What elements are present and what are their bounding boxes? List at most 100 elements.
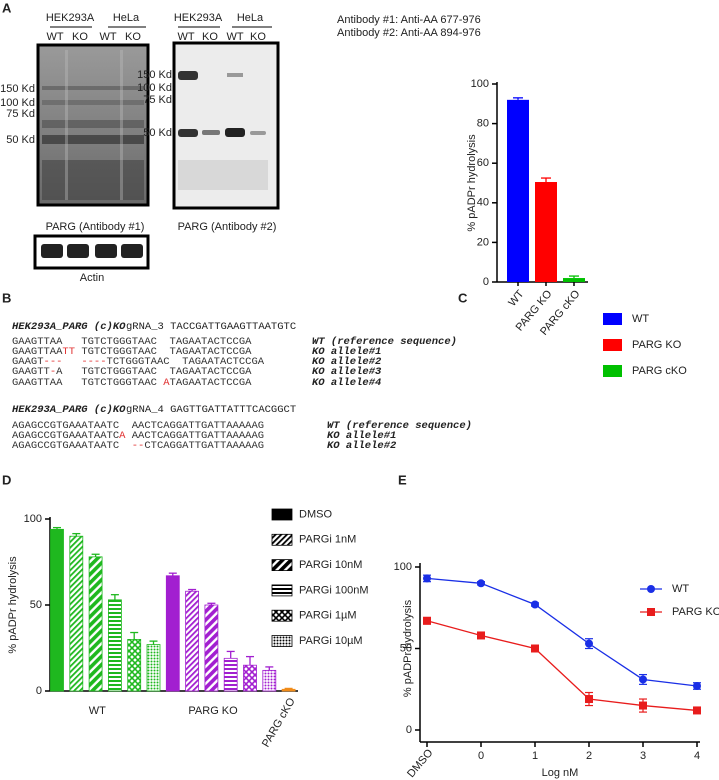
point: [693, 681, 701, 690]
mutation: A: [119, 430, 126, 442]
cell-line: HEK293A: [46, 12, 95, 24]
size-marker: 100 Kd: [0, 97, 35, 109]
legend-swatch: [603, 339, 622, 351]
x-tick-label: PARG cKO: [260, 696, 298, 750]
series-line: [426, 620, 698, 712]
legend-label: WT: [672, 583, 689, 595]
point: [585, 695, 593, 704]
guide-sequence: gRNA_3 TACCGATTGAAGTTAATGTC: [126, 321, 296, 333]
sequence: CTCAGGATTGATTAAAAAG: [144, 440, 264, 452]
bar: [243, 664, 257, 692]
point: [531, 600, 539, 609]
bar: [50, 528, 64, 692]
point: [477, 631, 485, 640]
allele-label: WT (reference sequence): [312, 336, 457, 348]
sample-name: HEK293A_PARG (c)KO: [12, 321, 126, 333]
allele-label: KO allele#1: [327, 430, 396, 442]
actin-caption: Actin: [80, 272, 104, 284]
y-tick-label: 0: [36, 685, 42, 697]
sequence: TCTGGGTAAC TAGAATACTCCGA: [107, 356, 265, 368]
bar: [69, 535, 84, 692]
allele-label: KO allele#2: [327, 440, 397, 452]
legend-label: PARGi 1µM: [299, 610, 356, 622]
y-tick-label: 100: [471, 78, 489, 90]
mutation: --: [132, 440, 145, 452]
panel-label: C: [458, 290, 468, 305]
x-tick-label: 2: [586, 750, 592, 762]
bar: [507, 99, 529, 282]
sequence-row: AGAGCCGTGAAATAATC --CTCAGGATTGATTAAAAAG: [12, 440, 264, 452]
legend-label: WT: [632, 313, 649, 325]
point: [585, 639, 593, 648]
bar: [563, 278, 585, 282]
sequence: AGAGCCGTGAAATAATC AACTCAGGATTGATTAAAAAG: [12, 420, 264, 432]
antibody-note: Antibody #2: Anti-AA 894-976: [337, 27, 481, 39]
legend-label: PARG KO: [632, 339, 682, 351]
point: [531, 644, 539, 653]
allele-label: KO allele#2: [312, 356, 382, 368]
bar: [262, 669, 277, 692]
legend-label: PARGi 10nM: [299, 559, 362, 571]
sequence: GAAGT: [12, 356, 44, 368]
lane-label: WT: [177, 31, 194, 43]
legend-swatch: [271, 609, 293, 622]
mutation: ---: [44, 356, 63, 368]
legend-swatch: [603, 365, 622, 377]
legend-label: DMSO: [299, 508, 332, 520]
sequence: AGAGCCGTGAAATAATC: [12, 440, 132, 452]
lane-label: KO: [250, 31, 266, 43]
y-tick-label: 50: [400, 642, 412, 654]
y-tick-label: 0: [483, 276, 489, 288]
allele-label: KO allele#4: [312, 377, 381, 389]
size-marker: 150 Kd: [137, 69, 172, 81]
size-marker: 50 Kd: [143, 127, 172, 139]
point: [423, 616, 431, 625]
sequence: GAAGTTAA TGTCTGGGTAAC TAGAATACTCCGA: [12, 336, 252, 348]
sequence-row: AGAGCCGTGAAATAATCA AACTCAGGATTGATTAAAAAG: [12, 430, 264, 442]
sequence-row: GAAGTTAA TGTCTGGGTAAC TAGAATACTCCGA: [12, 336, 252, 348]
mutation: A: [163, 377, 170, 389]
panel-label: E: [398, 472, 407, 487]
sequence: A TGTCTGGGTAAC TAGAATACTCCGA: [56, 366, 252, 378]
sequence: TAGAATACTCCGA: [170, 377, 253, 389]
y-tick-label: 0: [406, 724, 412, 736]
legend-swatch: [603, 313, 622, 325]
lane-label: WT: [46, 31, 63, 43]
legend-marker: [647, 608, 655, 616]
x-tick-label: 3: [640, 750, 646, 762]
point: [477, 579, 485, 588]
y-tick-label: 50: [30, 599, 42, 611]
sequence: TGTCTGGGTAAC TAGAATACTCCGA: [75, 346, 252, 358]
x-axis-label: Log nM: [542, 767, 579, 779]
x-tick-label: 0: [478, 750, 484, 762]
legend-label: PARG cKO: [632, 365, 687, 377]
x-tick-label: WT: [506, 288, 526, 309]
y-axis-label: % pADPr hydrolysis: [402, 599, 414, 697]
panel-label: A: [2, 0, 12, 15]
legend-marker: [647, 585, 655, 593]
sequence: GAAGTT: [12, 366, 50, 378]
legend-swatch: [271, 635, 293, 647]
sequence-row: GAAGT--- ----TCTGGGTAAC TAGAATACTCCGA: [12, 356, 265, 368]
point: [423, 574, 431, 583]
sequence: AACTCAGGATTGATTAAAAAG: [125, 430, 264, 442]
sequence: GAAGTTAA TGTCTGGGTAAC: [12, 377, 163, 389]
sequence-row: GAAGTTAATT TGTCTGGGTAAC TAGAATACTCCGA: [12, 346, 252, 358]
legend-label: PARG KO: [672, 606, 719, 618]
point: [693, 706, 701, 715]
y-tick-label: 40: [477, 197, 489, 209]
bar: [88, 556, 103, 692]
mutation: ----: [81, 356, 106, 368]
y-tick-label: 20: [477, 236, 489, 248]
cell-line: HEK293A: [174, 12, 223, 24]
bar: [185, 590, 200, 692]
sample-name: HEK293A_PARG (c)KO: [12, 404, 126, 416]
size-marker: 75 Kd: [143, 94, 172, 106]
point: [639, 675, 647, 684]
x-tick-label: 4: [694, 750, 700, 762]
allele-label: WT (reference sequence): [327, 420, 472, 432]
legend-swatch: [271, 559, 293, 571]
lane-label: KO: [72, 31, 88, 43]
panel-label: D: [2, 472, 11, 487]
